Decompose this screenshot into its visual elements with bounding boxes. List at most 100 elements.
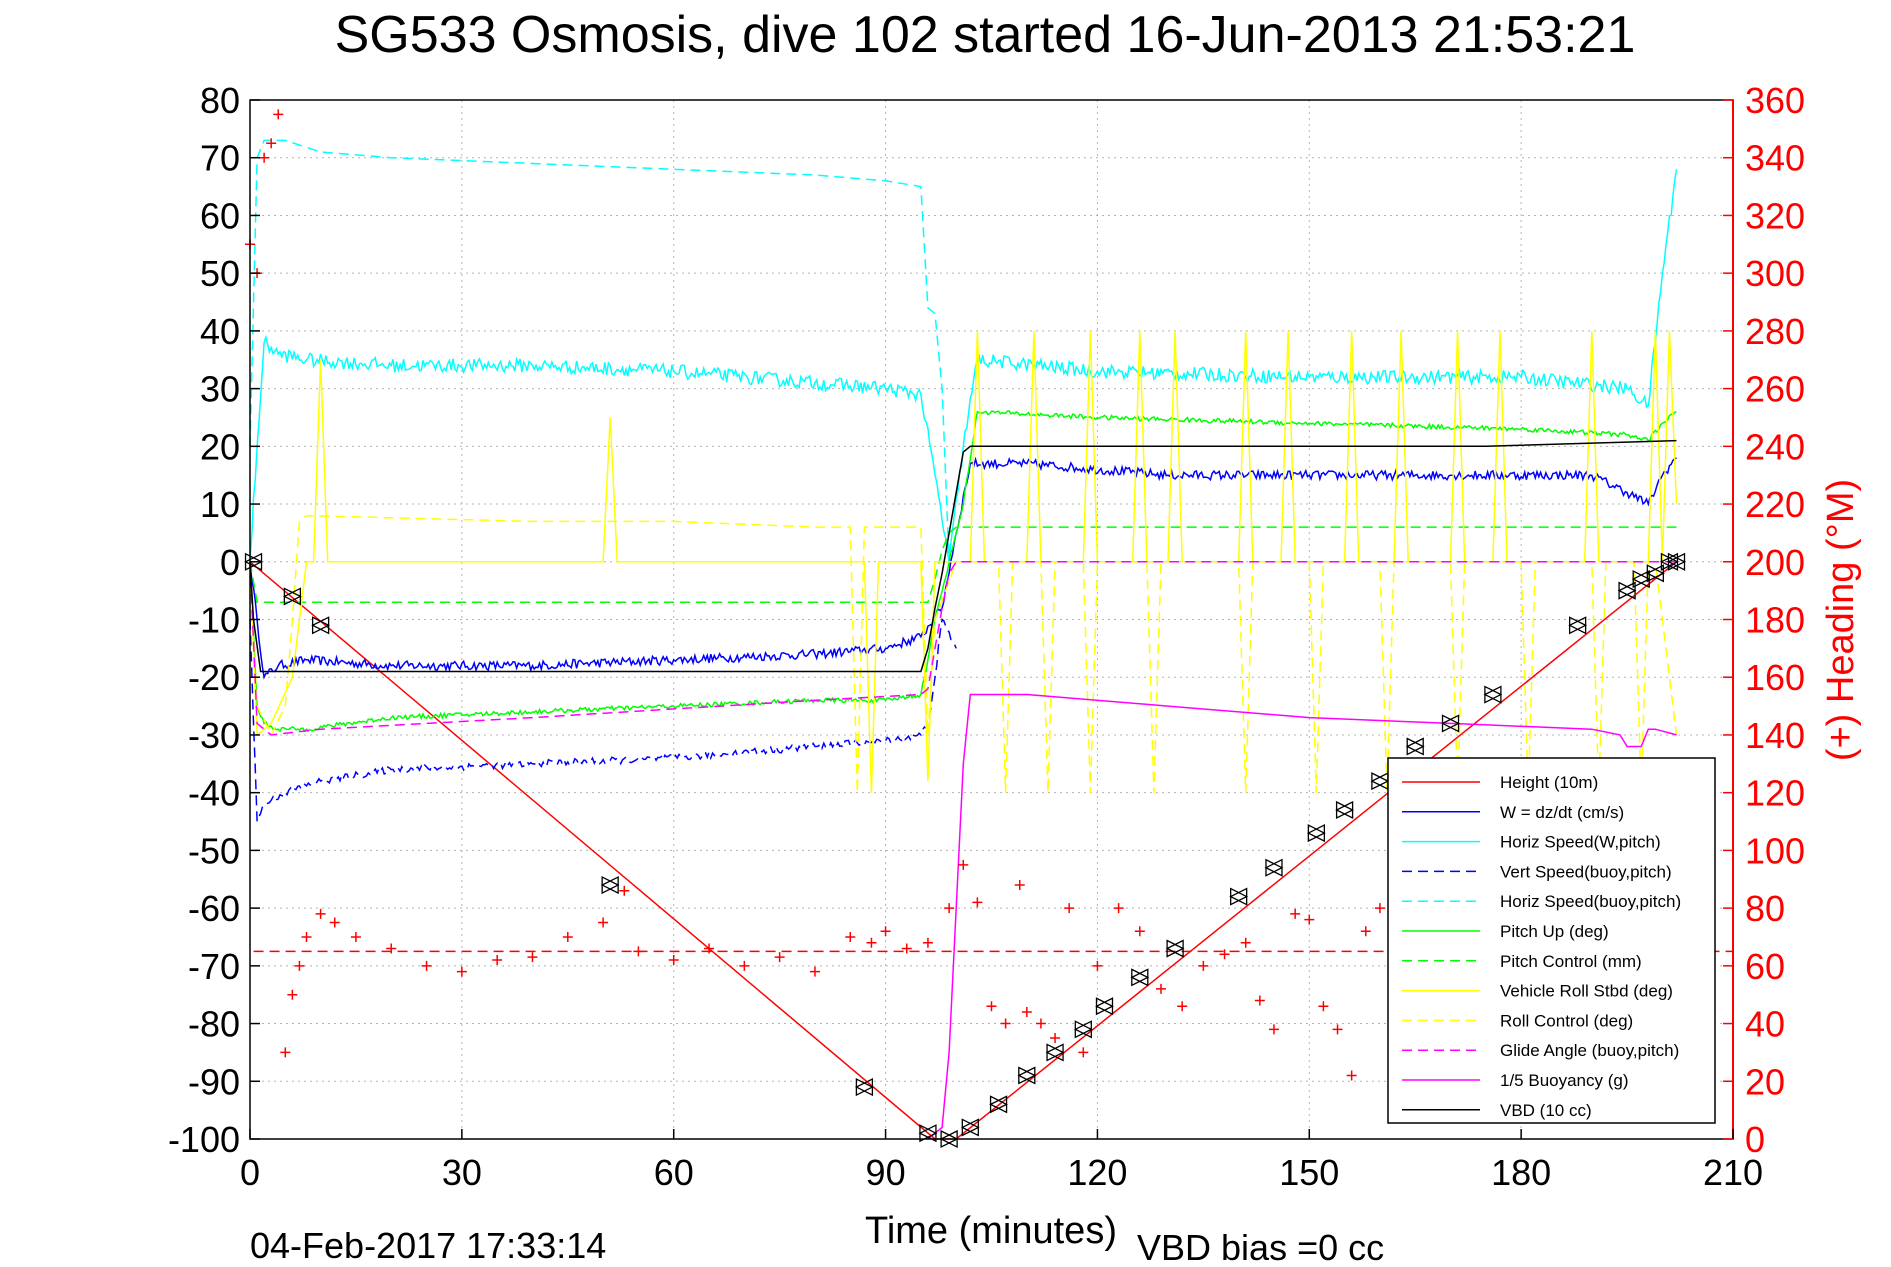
x-axis-label: Time (minutes) — [865, 1210, 1117, 1252]
waypoint-marker — [1631, 570, 1651, 589]
legend: Height (10m) W = dz/dt (cm/s) Horiz Speed(… — [1387, 757, 1716, 1124]
heading-point — [1064, 903, 1075, 914]
legend-label: Pitch Up (deg) — [1500, 922, 1609, 941]
heading-point — [527, 952, 538, 963]
heading-point — [1219, 949, 1230, 960]
heading-point — [1078, 1047, 1089, 1058]
y-tick-label: 0 — [220, 542, 240, 583]
heading-point — [287, 989, 298, 1000]
heading-point — [739, 960, 750, 971]
series-line-9 — [249, 514, 1678, 793]
x-tick-label: 120 — [1067, 1152, 1127, 1193]
y-tick-label: 30 — [200, 369, 240, 410]
heading-point — [421, 960, 432, 971]
y-tick-label: -30 — [188, 715, 240, 756]
heading-point — [562, 931, 573, 942]
heading-point — [280, 1047, 291, 1058]
heading-point — [315, 908, 326, 919]
legend-label: W = dz/dt (cm/s) — [1500, 803, 1624, 822]
right-axis-label: (+) Heading (°M) — [1820, 479, 1862, 761]
x-tick-label: 180 — [1491, 1152, 1551, 1193]
heading-point — [1318, 1001, 1329, 1012]
heading-point — [845, 931, 856, 942]
heading-point — [1134, 926, 1145, 937]
series-line-4 — [249, 618, 957, 822]
y-tick-label: 40 — [200, 311, 240, 352]
y-tick-label: -80 — [188, 1004, 240, 1045]
heading-point — [809, 966, 820, 977]
x-tick-label: 60 — [654, 1152, 694, 1193]
heading-point — [668, 955, 679, 966]
heading-point — [1177, 1001, 1188, 1012]
waypoint-marker — [1483, 685, 1503, 704]
heading-point — [1050, 1032, 1061, 1043]
y-tick-label: 50 — [200, 253, 240, 294]
heading-point — [1268, 1024, 1279, 1035]
right-y-tick-label: 160 — [1745, 657, 1805, 698]
legend-label: Glide Angle (buoy,pitch) — [1500, 1041, 1679, 1060]
heading-point — [1332, 1024, 1343, 1035]
waypoint-marker — [960, 1118, 980, 1137]
waypoint-marker — [1045, 1043, 1065, 1062]
heading-point — [633, 946, 644, 957]
waypoint-marker — [1073, 1020, 1093, 1039]
waypoint-marker — [282, 587, 302, 606]
heading-point — [456, 966, 467, 977]
heading-point — [1198, 960, 1209, 971]
y-tick-label: -70 — [188, 946, 240, 987]
waypoint-marker — [1130, 968, 1150, 987]
right-y-tick-label: 180 — [1745, 600, 1805, 641]
heading-point — [958, 859, 969, 870]
heading-point — [1155, 983, 1166, 994]
x-tick-label: 0 — [240, 1152, 260, 1193]
y-tick-label: 10 — [200, 484, 240, 525]
waypoint-marker — [1667, 552, 1686, 571]
waypoint-marker — [1335, 800, 1355, 820]
y-tick-label: 60 — [200, 195, 240, 236]
waypoint-marker — [244, 552, 263, 571]
footer-timestamp: 04-Feb-2017 17:33:14 — [250, 1225, 606, 1262]
heading-point — [1014, 880, 1025, 891]
heading-point — [294, 960, 305, 971]
legend-label: 1/5 Buoyancy (g) — [1500, 1071, 1629, 1090]
x-tick-label: 210 — [1703, 1152, 1763, 1193]
waypoint-marker — [1229, 887, 1249, 906]
chart-title: SG533 Osmosis, dive 102 started 16-Jun-2… — [335, 6, 1636, 64]
right-y-tick-label: 100 — [1745, 830, 1805, 871]
heading-point — [1304, 914, 1315, 925]
heading-point — [266, 138, 277, 149]
heading-point — [1254, 995, 1265, 1006]
right-y-tick-label: 60 — [1745, 946, 1785, 987]
waypoint-marker — [854, 1077, 874, 1097]
waypoint-marker — [1441, 714, 1460, 733]
x-tick-label: 150 — [1279, 1152, 1339, 1193]
legend-box — [1387, 757, 1716, 1124]
series-line-3 — [249, 169, 1678, 562]
y-tick-label: -100 — [168, 1119, 240, 1160]
waypoint-marker — [918, 1124, 938, 1143]
heading-point — [492, 955, 503, 966]
y-tick-label: -40 — [188, 773, 240, 814]
waypoint-marker — [989, 1095, 1009, 1114]
series-line-12 — [249, 439, 1677, 673]
y-tick-label: -90 — [188, 1061, 240, 1102]
series-line-2 — [249, 456, 1677, 680]
series-line-7 — [249, 526, 1677, 603]
heading-point — [1360, 926, 1371, 937]
waypoint-marker — [1659, 552, 1679, 571]
heading-point — [619, 885, 630, 896]
waypoint-marker — [1264, 858, 1284, 877]
y-tick-label: 20 — [200, 426, 240, 467]
x-tick-label: 90 — [866, 1152, 906, 1193]
legend-label: Vehicle Roll Stbd (deg) — [1500, 982, 1673, 1001]
waypoint-marker — [600, 875, 620, 895]
heading-point — [774, 952, 785, 963]
y-tick-label: 70 — [200, 138, 240, 179]
legend-label: Vert Speed(buoy,pitch) — [1500, 862, 1672, 881]
waypoint-marker — [1617, 581, 1637, 600]
waypoint-marker — [1017, 1066, 1037, 1085]
grid-layer — [250, 100, 1733, 1139]
heading-point — [1374, 903, 1385, 914]
heading-point — [1290, 908, 1301, 919]
